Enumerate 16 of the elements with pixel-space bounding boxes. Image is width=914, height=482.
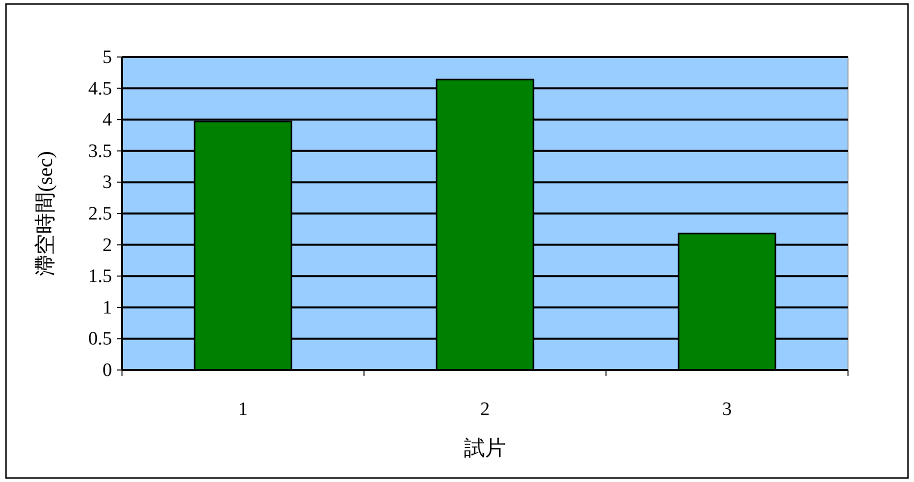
x-axis-title: 試片 — [464, 436, 506, 460]
y-tick-label: 2 — [102, 234, 112, 256]
y-tick-label: 5 — [102, 47, 112, 68]
y-tick-label: 4.5 — [88, 78, 112, 100]
y-tick-label: 1.5 — [88, 266, 112, 288]
x-tick-label: 2 — [480, 399, 490, 420]
y-tick-label: 0.5 — [88, 328, 112, 350]
y-axis-title: 滯空時間(sec) — [33, 151, 57, 276]
x-tick-label: 3 — [722, 399, 732, 420]
y-tick-label: 3 — [102, 172, 112, 194]
y-tick-label: 4 — [102, 110, 112, 131]
x-tick-label: 1 — [238, 399, 248, 420]
y-tick-label: 2.5 — [88, 204, 112, 224]
y-tick-label: 1 — [102, 297, 112, 318]
y-tick-label: 0 — [102, 360, 112, 381]
y-tick-label: 3.5 — [88, 140, 112, 162]
